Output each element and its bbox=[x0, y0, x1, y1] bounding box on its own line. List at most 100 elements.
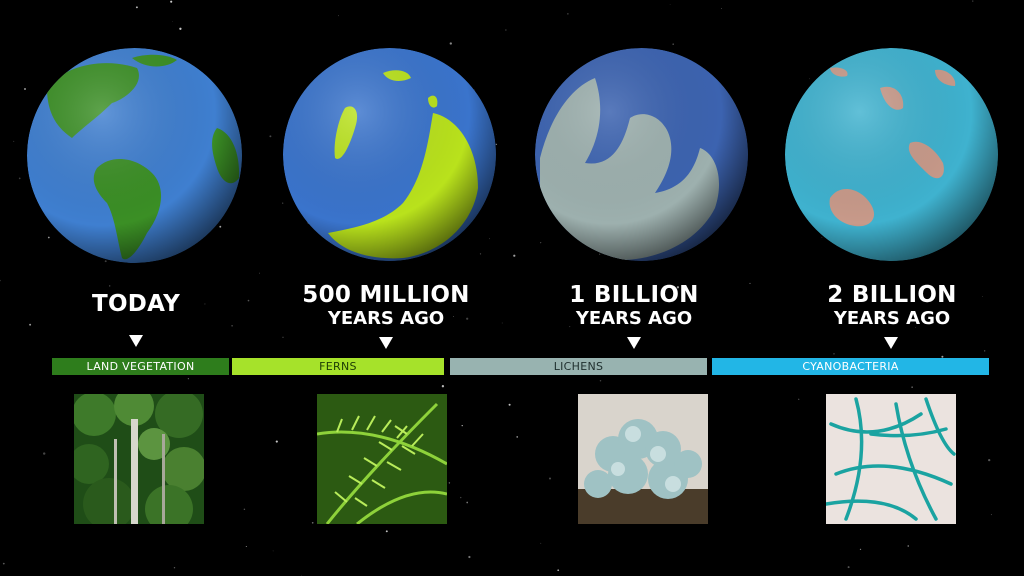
star bbox=[245, 545, 247, 548]
stage-label-line2: YEARS AGO bbox=[327, 308, 445, 329]
star bbox=[453, 316, 455, 317]
globe-1-billion-years-ago bbox=[535, 48, 748, 261]
arrow-down-icon bbox=[627, 337, 641, 349]
star bbox=[505, 29, 507, 31]
star bbox=[428, 316, 431, 318]
star bbox=[449, 42, 452, 45]
star bbox=[672, 43, 674, 45]
arrow-down-icon bbox=[129, 335, 143, 347]
star bbox=[43, 452, 46, 455]
category-bar-label: LICHENS bbox=[553, 360, 604, 373]
star bbox=[513, 254, 516, 257]
star bbox=[516, 436, 519, 438]
star bbox=[18, 177, 21, 180]
star bbox=[798, 398, 800, 400]
star bbox=[982, 295, 983, 297]
photo-fern bbox=[317, 394, 447, 524]
star bbox=[187, 378, 189, 380]
star bbox=[548, 477, 552, 480]
star bbox=[669, 4, 671, 5]
star bbox=[385, 530, 388, 533]
star bbox=[204, 303, 206, 305]
star bbox=[599, 253, 601, 255]
star bbox=[508, 403, 511, 406]
star bbox=[311, 521, 314, 524]
star bbox=[466, 501, 469, 504]
star bbox=[269, 135, 272, 138]
photo-lichen bbox=[578, 394, 708, 524]
star bbox=[468, 555, 471, 559]
star bbox=[941, 355, 944, 358]
photo-forest bbox=[74, 394, 204, 524]
star bbox=[460, 496, 462, 499]
star bbox=[911, 386, 913, 388]
stage-label-today: TODAY bbox=[16, 293, 256, 316]
stage-label-1-billion: 1 BILLION YEARS AGO bbox=[514, 284, 754, 328]
star bbox=[859, 548, 862, 551]
globe-2-billion-years-ago bbox=[785, 48, 998, 261]
stage-label-line1: 1 BILLION bbox=[569, 282, 699, 308]
star bbox=[990, 514, 992, 516]
star bbox=[219, 225, 222, 228]
star bbox=[495, 143, 498, 146]
star bbox=[988, 458, 991, 462]
star bbox=[275, 440, 278, 443]
star bbox=[720, 7, 722, 9]
star bbox=[259, 272, 260, 274]
category-bar-label: FERNS bbox=[319, 360, 357, 373]
star bbox=[448, 482, 451, 484]
star bbox=[915, 327, 916, 328]
star bbox=[173, 567, 176, 569]
category-bar-lichens: LICHENS bbox=[450, 358, 707, 375]
star bbox=[809, 78, 810, 80]
globe-today bbox=[27, 48, 242, 263]
star bbox=[247, 299, 250, 302]
photo-cyanobacteria bbox=[826, 394, 956, 524]
star bbox=[599, 379, 602, 382]
star bbox=[135, 6, 138, 9]
star bbox=[540, 242, 542, 244]
star bbox=[172, 21, 174, 22]
star bbox=[104, 260, 107, 263]
star bbox=[907, 545, 909, 547]
globe-500-million-years-ago bbox=[283, 48, 496, 261]
arrow-down-icon bbox=[884, 337, 898, 349]
stage-label-line1: 2 BILLION bbox=[827, 282, 957, 308]
stage-label-500-million: 500 MILLION YEARS AGO bbox=[266, 284, 506, 328]
star bbox=[0, 279, 1, 282]
star bbox=[569, 326, 571, 328]
stage-label-line2: YEARS AGO bbox=[833, 308, 951, 329]
star bbox=[335, 293, 337, 295]
stage-label-2-billion: 2 BILLION YEARS AGO bbox=[772, 284, 1012, 328]
star bbox=[282, 336, 284, 338]
stage-label-line1: 500 MILLION bbox=[302, 282, 470, 308]
category-bar-label: LAND VEGETATION bbox=[86, 360, 195, 373]
stage-label-line1: TODAY bbox=[91, 291, 181, 317]
star bbox=[453, 291, 455, 293]
star bbox=[489, 238, 490, 240]
category-bar-cyanobacteria: CYANOBACTERIA bbox=[712, 358, 989, 375]
star bbox=[29, 323, 32, 326]
star bbox=[466, 317, 469, 320]
star bbox=[833, 353, 835, 355]
star bbox=[47, 236, 50, 239]
star bbox=[479, 253, 482, 255]
category-bar-land-vegetation: LAND VEGETATION bbox=[52, 358, 229, 375]
star bbox=[282, 202, 284, 204]
star bbox=[179, 27, 182, 30]
star bbox=[972, 0, 974, 2]
star bbox=[567, 13, 569, 15]
star bbox=[301, 574, 302, 576]
star bbox=[338, 15, 339, 17]
category-bar-ferns: FERNS bbox=[232, 358, 444, 375]
stage-label-line2: YEARS AGO bbox=[575, 308, 693, 329]
star bbox=[847, 566, 850, 569]
star bbox=[557, 569, 560, 572]
star bbox=[24, 88, 26, 90]
star bbox=[2, 562, 5, 565]
star bbox=[243, 508, 246, 511]
arrow-down-icon bbox=[379, 337, 393, 349]
star bbox=[501, 322, 503, 324]
star bbox=[540, 542, 542, 544]
star bbox=[984, 350, 986, 352]
